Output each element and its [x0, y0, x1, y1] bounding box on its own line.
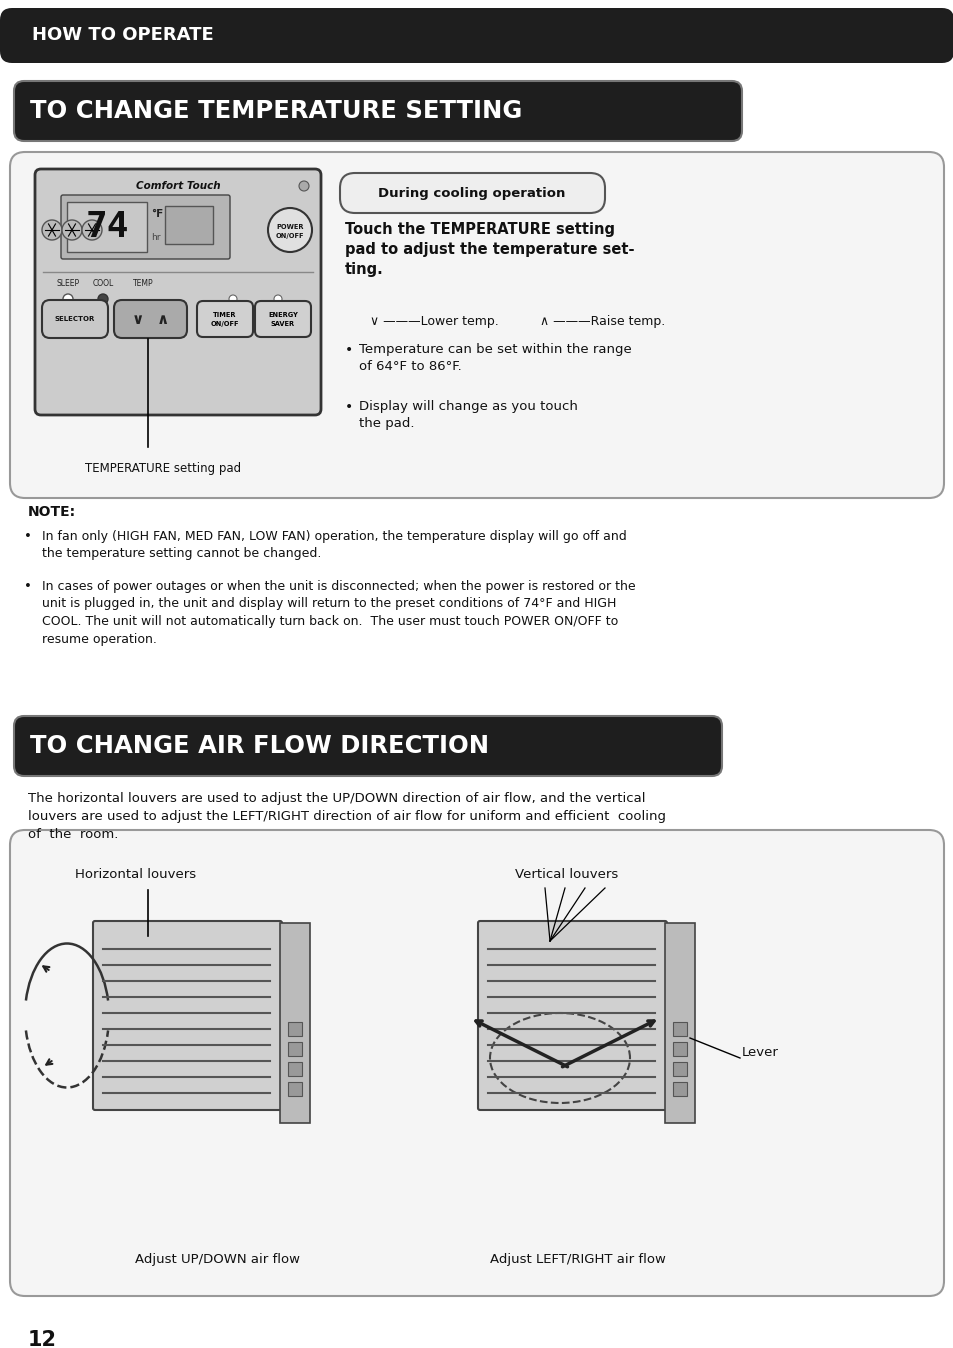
- Text: •: •: [24, 530, 31, 543]
- Text: ∧ ———Raise temp.: ∧ ———Raise temp.: [539, 315, 664, 328]
- Text: The horizontal louvers are used to adjust the UP/DOWN direction of air flow, and: The horizontal louvers are used to adjus…: [28, 793, 665, 841]
- Bar: [288, 1082, 302, 1096]
- Text: Temperature can be set within the range
of 64°F to 86°F.: Temperature can be set within the range …: [358, 342, 631, 373]
- Text: Vertical louvers: Vertical louvers: [515, 868, 618, 882]
- FancyBboxPatch shape: [67, 202, 147, 252]
- FancyBboxPatch shape: [664, 923, 695, 1123]
- Circle shape: [268, 208, 312, 252]
- Text: Adjust UP/DOWN air flow: Adjust UP/DOWN air flow: [135, 1254, 299, 1266]
- Text: NOTE:: NOTE:: [28, 506, 76, 519]
- Text: Display will change as you touch
the pad.: Display will change as you touch the pad…: [358, 400, 578, 430]
- FancyBboxPatch shape: [92, 921, 282, 1109]
- Text: ∨: ∨: [132, 311, 144, 326]
- Text: 74: 74: [85, 210, 129, 244]
- Text: ON/OFF: ON/OFF: [211, 321, 239, 328]
- FancyBboxPatch shape: [14, 81, 741, 142]
- Bar: [672, 1062, 686, 1076]
- Circle shape: [82, 220, 102, 240]
- Text: SAVER: SAVER: [271, 321, 294, 328]
- Text: TEMP: TEMP: [132, 279, 153, 288]
- FancyBboxPatch shape: [10, 830, 943, 1295]
- Text: •: •: [345, 342, 353, 357]
- Text: •: •: [345, 400, 353, 414]
- Bar: [672, 1082, 686, 1096]
- Text: TO CHANGE TEMPERATURE SETTING: TO CHANGE TEMPERATURE SETTING: [30, 98, 521, 123]
- Circle shape: [62, 220, 82, 240]
- Text: HOW TO OPERATE: HOW TO OPERATE: [32, 27, 213, 44]
- Text: 12: 12: [28, 1330, 57, 1348]
- FancyBboxPatch shape: [61, 195, 230, 259]
- Circle shape: [298, 181, 309, 191]
- FancyBboxPatch shape: [280, 923, 310, 1123]
- Text: TO CHANGE AIR FLOW DIRECTION: TO CHANGE AIR FLOW DIRECTION: [30, 735, 489, 758]
- FancyBboxPatch shape: [477, 921, 666, 1109]
- FancyBboxPatch shape: [0, 8, 953, 63]
- FancyBboxPatch shape: [339, 173, 604, 213]
- FancyBboxPatch shape: [196, 301, 253, 337]
- Text: °F: °F: [151, 209, 163, 218]
- FancyBboxPatch shape: [35, 168, 320, 415]
- Text: POWER: POWER: [276, 224, 303, 231]
- Circle shape: [274, 295, 282, 303]
- Text: Lever: Lever: [741, 1046, 778, 1060]
- Text: Horizontal louvers: Horizontal louvers: [75, 868, 196, 882]
- Text: COOL: COOL: [92, 279, 113, 288]
- Bar: [672, 1022, 686, 1037]
- Circle shape: [98, 294, 108, 305]
- Circle shape: [63, 294, 73, 305]
- FancyBboxPatch shape: [42, 301, 108, 338]
- Text: TIMER: TIMER: [213, 311, 236, 318]
- Text: •: •: [24, 580, 31, 593]
- Text: TEMPERATURE setting pad: TEMPERATURE setting pad: [85, 462, 241, 474]
- Bar: [672, 1042, 686, 1055]
- Bar: [288, 1022, 302, 1037]
- Circle shape: [229, 295, 236, 303]
- FancyBboxPatch shape: [14, 716, 721, 776]
- FancyBboxPatch shape: [254, 301, 311, 337]
- Text: In fan only (HIGH FAN, MED FAN, LOW FAN) operation, the temperature display will: In fan only (HIGH FAN, MED FAN, LOW FAN)…: [42, 530, 626, 561]
- Text: SELECTOR: SELECTOR: [54, 315, 95, 322]
- Text: In cases of power outages or when the unit is disconnected; when the power is re: In cases of power outages or when the un…: [42, 580, 635, 646]
- FancyBboxPatch shape: [165, 206, 213, 244]
- Bar: [288, 1042, 302, 1055]
- Text: ENERGY: ENERGY: [268, 311, 297, 318]
- Text: Touch the TEMPERATURE setting
pad to adjust the temperature set-
ting.: Touch the TEMPERATURE setting pad to adj…: [345, 222, 634, 276]
- FancyBboxPatch shape: [10, 152, 943, 497]
- Text: hr: hr: [151, 233, 160, 243]
- Text: ∧: ∧: [156, 311, 169, 326]
- Circle shape: [42, 220, 62, 240]
- Text: Comfort Touch: Comfort Touch: [135, 181, 220, 191]
- Text: During cooling operation: During cooling operation: [378, 186, 565, 200]
- Text: Adjust LEFT/RIGHT air flow: Adjust LEFT/RIGHT air flow: [490, 1254, 665, 1266]
- Bar: [288, 1062, 302, 1076]
- Text: ∨ ———Lower temp.: ∨ ———Lower temp.: [370, 315, 498, 328]
- FancyBboxPatch shape: [113, 301, 187, 338]
- Text: SLEEP: SLEEP: [56, 279, 79, 288]
- Text: ON/OFF: ON/OFF: [275, 233, 304, 239]
